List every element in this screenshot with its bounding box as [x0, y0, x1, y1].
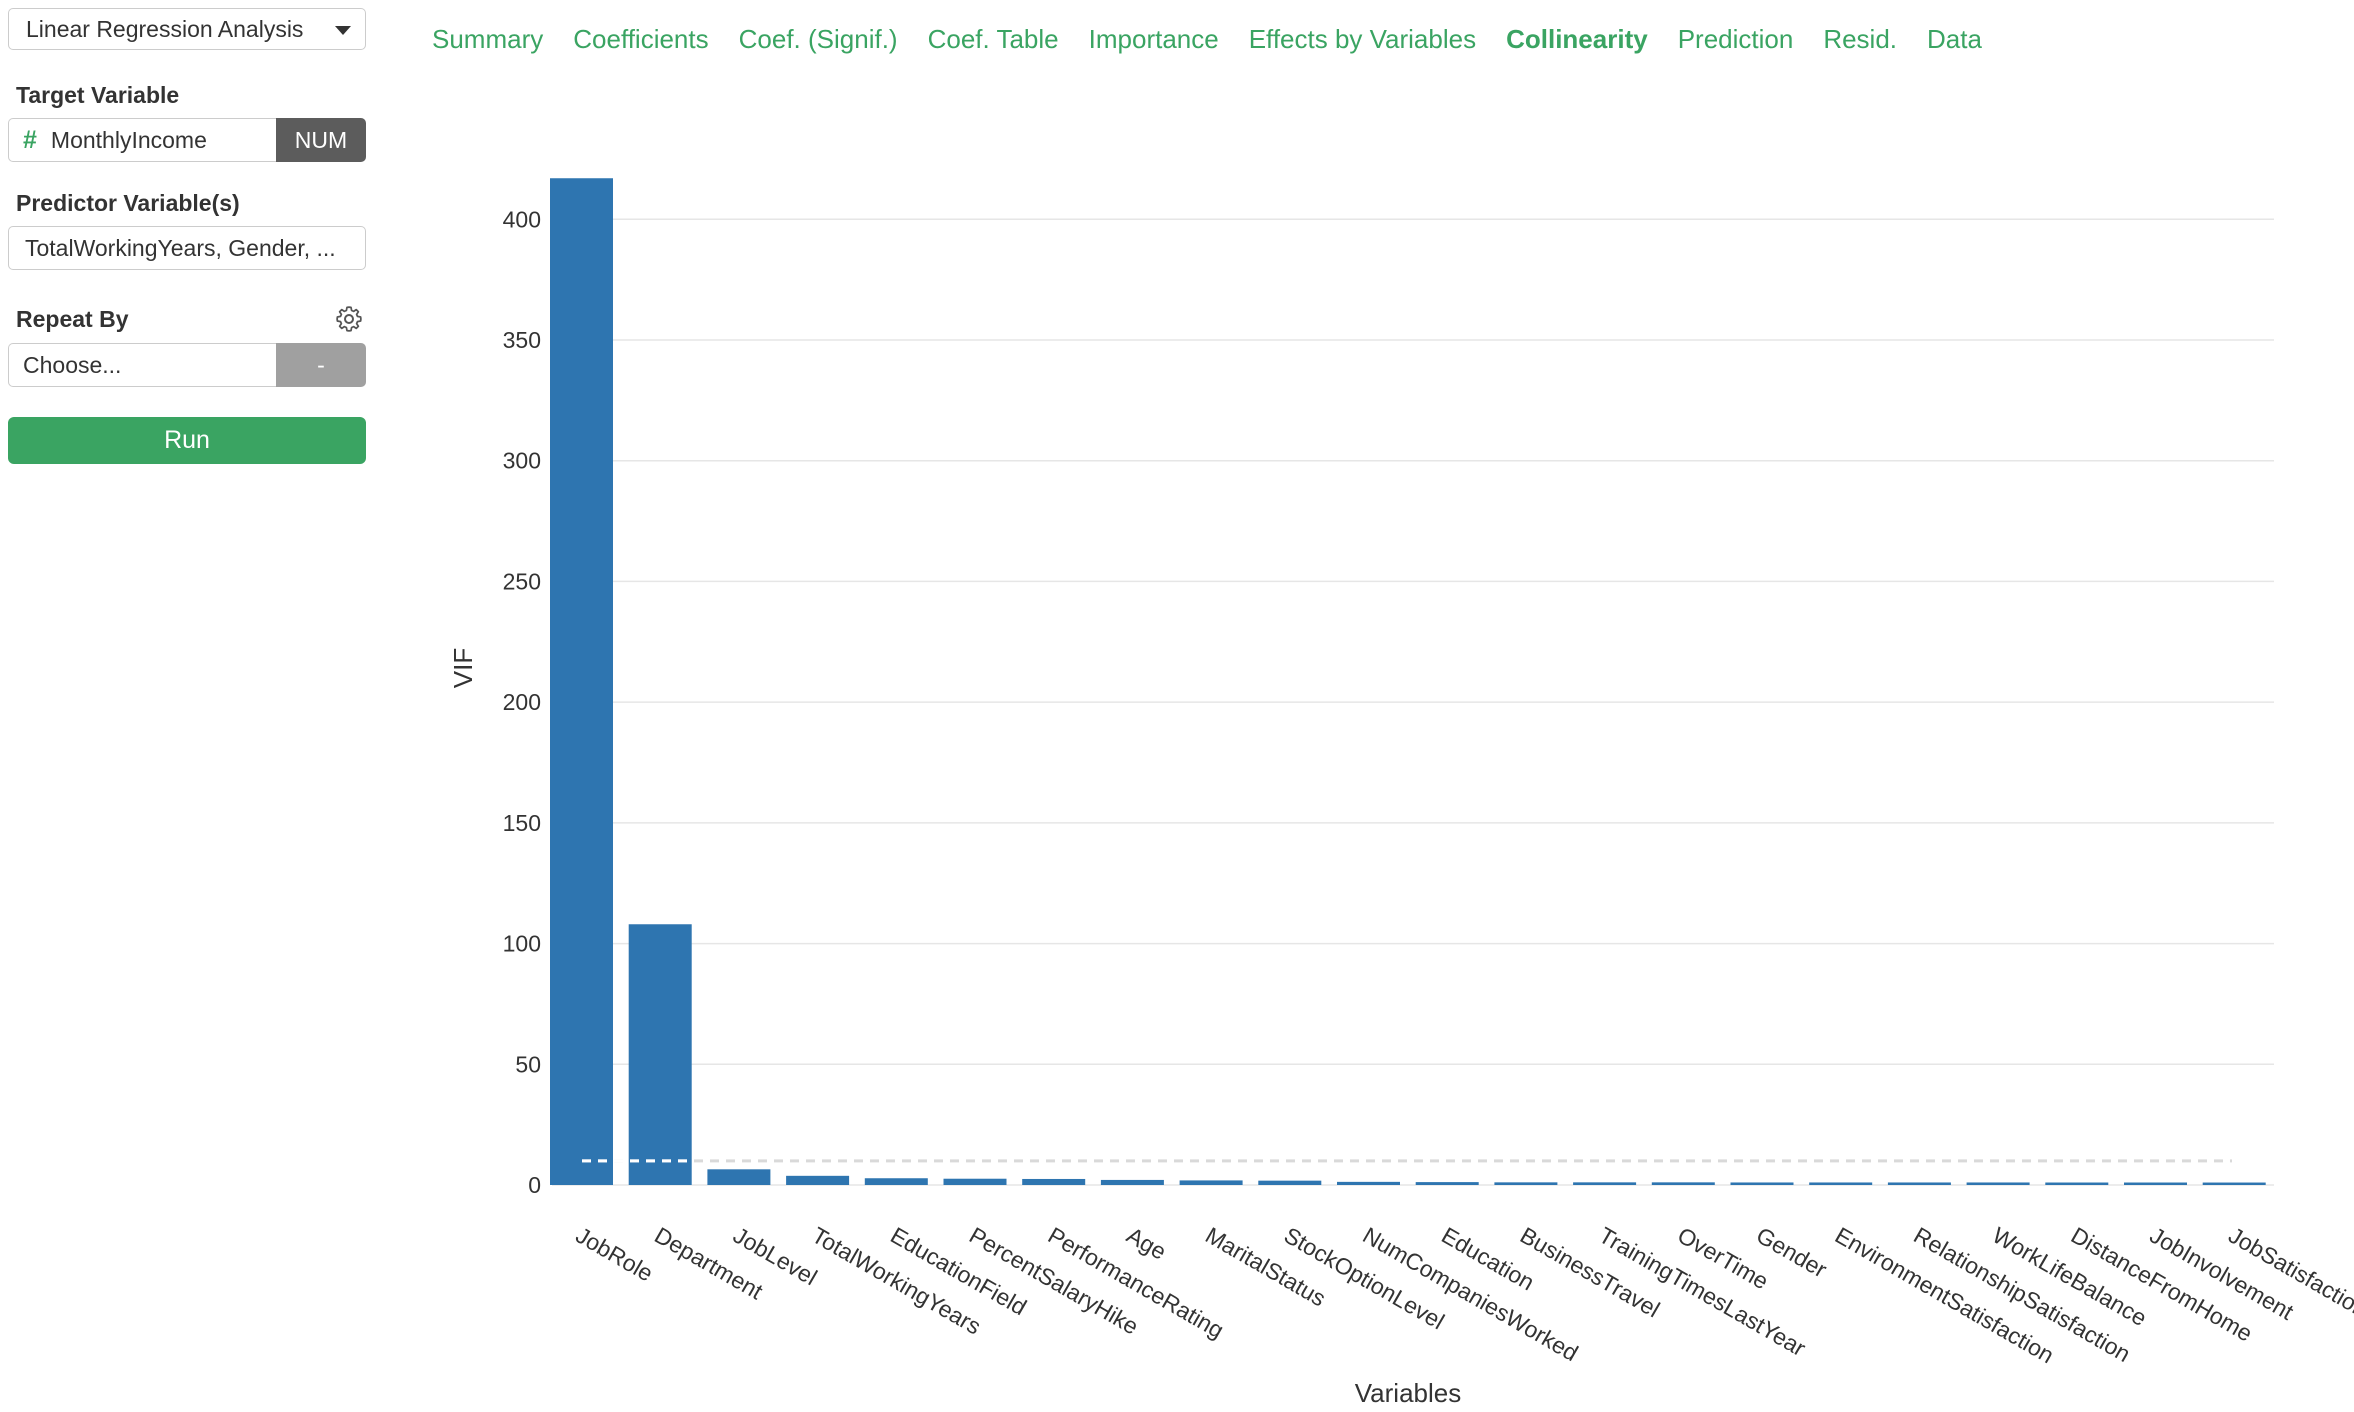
- target-variable-value: MonthlyIncome: [50, 127, 207, 153]
- bar-PerformanceRating: [1022, 1178, 1086, 1185]
- numeric-hash-icon: #: [23, 126, 37, 154]
- bar-DistanceFromHome: [2045, 1182, 2109, 1185]
- bar-Gender: [1730, 1182, 1794, 1185]
- bar-MaritalStatus: [1179, 1180, 1243, 1185]
- bar-RelationshipSatisfaction: [1887, 1182, 1951, 1185]
- analysis-type-select[interactable]: Linear Regression Analysis: [8, 8, 366, 50]
- bar-WorkLifeBalance: [1966, 1182, 2030, 1185]
- y-tick-label: 150: [503, 810, 541, 836]
- bar-Age: [1100, 1179, 1164, 1185]
- analysis-type-value: Linear Regression Analysis: [26, 16, 304, 42]
- bar-OverTime: [1651, 1182, 1715, 1185]
- y-tick-label: 0: [528, 1172, 541, 1198]
- sidebar: Linear Regression Analysis Target Variab…: [8, 8, 366, 464]
- tab-importance[interactable]: Importance: [1088, 24, 1219, 54]
- bar-BusinessTravel: [1494, 1182, 1558, 1185]
- repeat-by-header: Repeat By: [16, 304, 366, 334]
- y-tick-label: 300: [503, 448, 541, 474]
- chevron-down-icon: [335, 26, 351, 35]
- bar-EnvironmentSatisfaction: [1809, 1182, 1873, 1185]
- x-tick-label: Age: [1122, 1222, 1170, 1265]
- y-tick-label: 50: [515, 1051, 541, 1077]
- y-tick-label: 200: [503, 689, 541, 715]
- bar-TrainingTimesLastYear: [1573, 1182, 1637, 1185]
- target-variable-input[interactable]: # MonthlyIncome NUM: [8, 118, 366, 162]
- tab-prediction[interactable]: Prediction: [1677, 24, 1794, 54]
- tab-summary[interactable]: Summary: [432, 24, 544, 54]
- repeat-by-field[interactable]: Choose...: [8, 343, 276, 387]
- y-tick-label: 100: [503, 931, 541, 957]
- tab-resid[interactable]: Resid.: [1823, 24, 1898, 54]
- bar-Department: [628, 924, 692, 1185]
- predictor-variables-field[interactable]: TotalWorkingYears, Gender, ...: [8, 226, 366, 270]
- bar-JobSatisfaction: [2202, 1182, 2266, 1185]
- tab-collinearity[interactable]: Collinearity: [1506, 24, 1648, 54]
- bar-TotalWorkingYears: [786, 1175, 850, 1185]
- repeat-by-type-badge[interactable]: -: [276, 343, 366, 387]
- tab-coef-table[interactable]: Coef. Table: [927, 24, 1059, 54]
- bar-EducationField: [864, 1178, 928, 1185]
- tab-coef-signif[interactable]: Coef. (Signif.): [738, 24, 898, 54]
- y-tick-label: 350: [503, 327, 541, 353]
- run-button[interactable]: Run: [8, 417, 366, 464]
- repeat-by-label: Repeat By: [16, 305, 129, 332]
- y-axis-title: VIF: [448, 648, 478, 688]
- tab-bar: Summary Coefficients Coef. (Signif.) Coe…: [432, 24, 2012, 55]
- bar-JobInvolvement: [2124, 1182, 2187, 1185]
- repeat-by-input[interactable]: Choose... -: [8, 343, 366, 387]
- bar-JobLevel: [707, 1169, 771, 1185]
- gear-icon[interactable]: [334, 304, 364, 334]
- y-tick-label: 400: [503, 206, 541, 232]
- target-type-badge[interactable]: NUM: [276, 118, 366, 162]
- tab-data[interactable]: Data: [1927, 24, 1982, 54]
- bar-PercentSalaryHike: [943, 1178, 1007, 1185]
- bar-StockOptionLevel: [1258, 1180, 1322, 1185]
- target-variable-field[interactable]: # MonthlyIncome: [8, 118, 276, 162]
- predictor-variables-label: Predictor Variable(s): [16, 190, 240, 216]
- target-variable-label: Target Variable: [16, 82, 180, 108]
- x-tick-label: JobRole: [572, 1222, 658, 1287]
- y-tick-label: 250: [503, 568, 541, 594]
- tab-coefficients[interactable]: Coefficients: [573, 24, 709, 54]
- bar-JobRole: [550, 178, 613, 1185]
- bar-Education: [1415, 1182, 1479, 1185]
- x-axis-title: Variables: [1355, 1378, 1461, 1408]
- bar-NumCompaniesWorked: [1337, 1181, 1400, 1185]
- tab-effects-by-variables[interactable]: Effects by Variables: [1248, 24, 1477, 54]
